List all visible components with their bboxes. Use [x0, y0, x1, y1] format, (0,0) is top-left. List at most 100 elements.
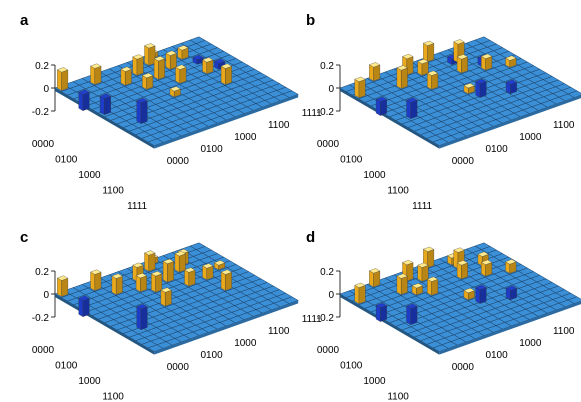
bar-b-8-8	[463, 83, 475, 95]
bar-a-5-6	[141, 72, 154, 90]
col-tick-label: 1111	[302, 108, 322, 119]
row-tick-label: 1100	[102, 391, 124, 402]
bar-b-0-9	[422, 40, 435, 63]
row-tick-label: 0000	[32, 139, 55, 150]
bar-a-2-1	[78, 89, 90, 111]
bar-a-3-10	[165, 50, 177, 70]
panel-d: d0.20-0.20000010010001100111100000100100…	[306, 229, 581, 402]
bar-b-0-3	[368, 62, 381, 82]
bar-a-1-9	[144, 43, 156, 66]
bar-a-3-13	[192, 54, 204, 65]
bar-c-4-6	[135, 273, 148, 293]
col-tick-label: 0000	[167, 362, 190, 373]
col-tick-label: 1000	[234, 132, 257, 143]
row-tick-label: 1000	[78, 376, 101, 387]
col-tick-label: 0100	[200, 350, 223, 361]
bar-d-4-5	[411, 283, 424, 296]
col-tick-label: 1100	[268, 120, 290, 131]
bar-c-7-4	[136, 304, 148, 330]
col-tick-label: 1100	[553, 120, 575, 131]
panel-label-a: a	[20, 12, 29, 29]
col-tick-label: 0100	[200, 144, 223, 155]
bar-b-5-12	[480, 53, 493, 71]
bar-d-2-7	[417, 262, 429, 282]
row-tick-label: 0100	[55, 360, 78, 371]
bar-c-1-9	[144, 250, 156, 272]
z-tick-label: 0	[43, 290, 49, 301]
col-tick-label: 1111	[302, 314, 322, 325]
bars	[56, 43, 233, 124]
bar-c-4-9	[162, 258, 175, 283]
panel-a: a0.20-0.20000010010001100111100000100100…	[20, 12, 322, 212]
bars	[354, 39, 518, 119]
panel-label-b: b	[306, 12, 315, 29]
bar-c-6-10	[184, 267, 196, 287]
row-tick-label: 1100	[102, 185, 124, 196]
panel-label-c: c	[20, 229, 28, 246]
z-tick-label: -0.2	[317, 107, 335, 118]
bar-b-9-12	[505, 79, 518, 95]
bar-a-1-3	[90, 63, 102, 85]
z-tick-label: 0	[328, 84, 334, 95]
floor-edge-right	[439, 95, 581, 149]
bar-b-3-4	[396, 65, 408, 89]
floor-edge-left	[340, 88, 440, 149]
bar-c-3-11	[174, 251, 186, 273]
bar-d-6-3	[406, 303, 418, 325]
col-tick-label: 0000	[452, 362, 475, 373]
panel-label-d: d	[306, 229, 315, 246]
bar-b-4-1	[375, 96, 388, 116]
bar-a-8-7	[169, 86, 181, 98]
row-tick-label: 0000	[317, 139, 340, 150]
z-tick-label: 0.2	[35, 267, 49, 278]
row-tick-label: 1111	[412, 201, 432, 212]
floor-edge-left	[340, 294, 440, 355]
bar-d-4-1	[375, 302, 388, 322]
z-tick-label: 0.2	[320, 61, 334, 72]
bar-b-4-10	[456, 54, 469, 74]
bar-b-6-3	[406, 97, 418, 119]
floor-edge-right	[439, 301, 581, 355]
bar-a-7-4	[136, 98, 148, 124]
row-tick-label: 0000	[32, 345, 55, 356]
z-tick-label: -0.2	[32, 107, 50, 118]
bar-c-6-12	[202, 263, 214, 281]
row-tick-label: 1000	[78, 170, 101, 181]
col-tick-label: 1100	[553, 326, 575, 337]
z-tick-label: 0	[328, 290, 334, 301]
bar-d-5-6	[426, 276, 439, 296]
row-tick-label: 1000	[363, 376, 386, 387]
col-tick-label: 0000	[167, 156, 190, 167]
bar-c-1-3	[90, 269, 102, 291]
bar-b-7-10	[475, 78, 487, 98]
bars	[354, 246, 518, 325]
bar-c-8-6	[160, 287, 172, 307]
bar-a-3-5	[120, 66, 132, 86]
bar-a-0-0	[56, 67, 69, 91]
bar-c-5-14	[213, 260, 226, 271]
bar-d-6-14	[505, 259, 517, 274]
row-tick-label: 1100	[387, 391, 409, 402]
z-tick-label: 0.2	[35, 61, 49, 72]
row-tick-label: 1000	[363, 170, 386, 181]
floor-grid	[54, 242, 299, 352]
bar-a-4-2	[99, 93, 112, 115]
col-tick-label: 0000	[452, 156, 475, 167]
bar-a-6-9	[175, 64, 187, 84]
panel-b: b0.20-0.20000010010001100111100000100100…	[306, 12, 581, 212]
panel-c: c0.20-0.20000010010001100111100000100100…	[20, 229, 322, 402]
bar-d-8-8	[463, 287, 475, 301]
bar-d-5-12	[480, 259, 493, 277]
bar-a-9-12	[220, 63, 233, 85]
bar-a-2-7	[132, 54, 144, 76]
bar-c-3-4	[111, 273, 123, 295]
bar-b-2-7	[417, 58, 429, 76]
bar-c-9-12	[220, 269, 233, 291]
floor-edge-right	[154, 300, 299, 355]
bar-c-5-7	[150, 271, 163, 293]
bar-d-9-12	[505, 285, 518, 301]
row-tick-label: 1111	[127, 201, 147, 212]
bar-a-4-8	[153, 56, 166, 80]
bar-d-2-0	[354, 282, 366, 305]
